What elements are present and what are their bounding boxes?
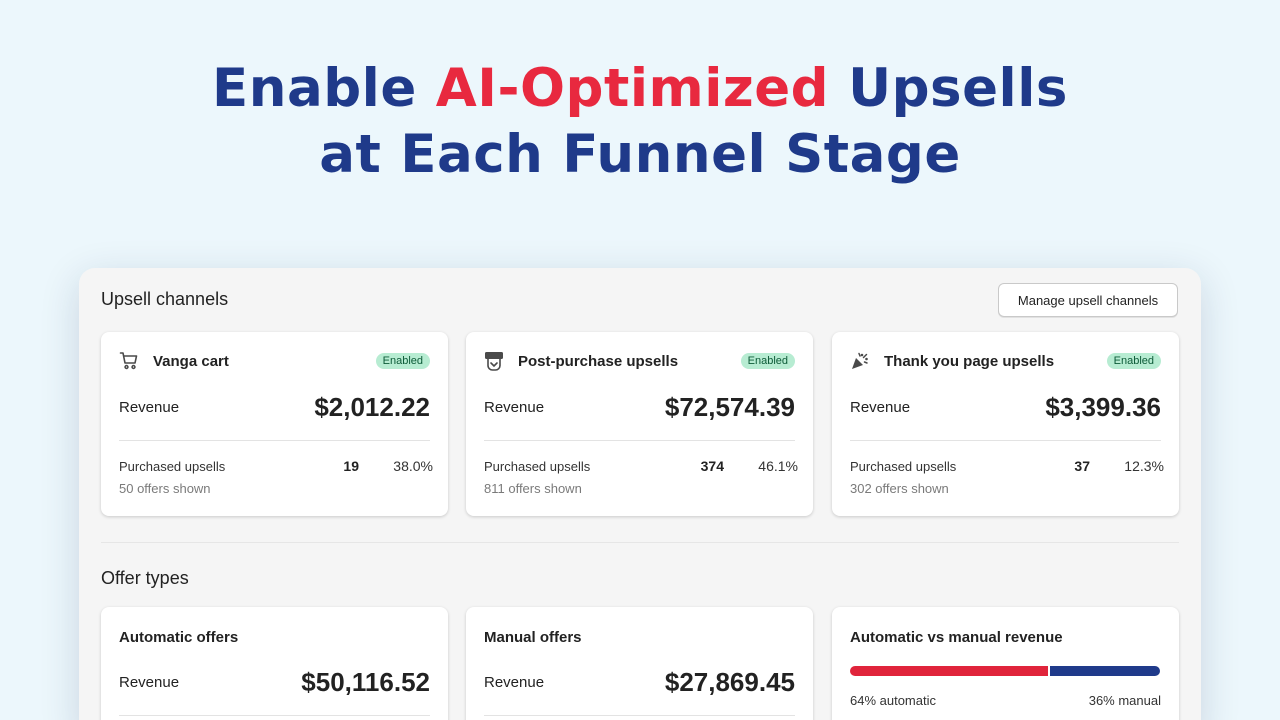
manual-revenue-segment	[1050, 666, 1160, 676]
offer-name: Automatic offers	[119, 629, 239, 646]
revenue-label: Revenue	[484, 399, 545, 416]
revenue-value: $50,116.52	[301, 667, 430, 697]
revenue-label: Revenue	[119, 674, 180, 691]
automatic-percent-label: 64% automatic	[850, 693, 936, 708]
revenue-value: $3,399.36	[1045, 392, 1161, 422]
purchased-upsells-percent: 46.1%	[758, 458, 798, 474]
hero-text-accent: AI-Optimized	[435, 58, 830, 119]
manual-percent-label: 36% manual	[1088, 693, 1161, 708]
purchased-upsells-count: 19	[343, 458, 359, 474]
revenue-value: $27,869.45	[664, 667, 795, 697]
manage-upsell-channels-button[interactable]: Manage upsell channels	[998, 283, 1178, 317]
offer-card-manual[interactable]: Manual offers Revenue $27,869.45	[466, 607, 813, 720]
revenue-label: Revenue	[850, 399, 911, 416]
offers-shown: 302 offers shown	[850, 481, 949, 496]
channel-card-post-purchase[interactable]: Post-purchase upsells Enabled Revenue $7…	[466, 332, 813, 516]
offers-shown: 50 offers shown	[119, 481, 211, 496]
hero-headline: Enable AI-Optimized Upsells at Each Funn…	[0, 56, 1280, 188]
purchased-upsells-count: 37	[1074, 458, 1090, 474]
card-divider	[484, 440, 795, 441]
purchased-upsells-count: 374	[700, 458, 724, 474]
purchased-upsells-label: Purchased upsells	[119, 459, 226, 474]
status-badge: Enabled	[1106, 353, 1161, 369]
hero-text-post: Upsells	[829, 58, 1068, 119]
status-badge: Enabled	[375, 353, 430, 369]
offer-name: Manual offers	[484, 629, 582, 646]
revenue-value: $2,012.22	[314, 392, 430, 422]
revenue-value: $72,574.39	[664, 392, 795, 422]
channel-card-thank-you-page[interactable]: Thank you page upsells Enabled Revenue $…	[832, 332, 1179, 516]
purchased-upsells-label: Purchased upsells	[484, 459, 591, 474]
channel-name: Thank you page upsells	[884, 352, 1055, 370]
card-divider	[484, 715, 795, 716]
upsell-channels-title: Upsell channels	[101, 289, 229, 309]
status-badge: Enabled	[740, 353, 795, 369]
revenue-split-bar	[850, 666, 1160, 676]
channel-name: Vanga cart	[153, 352, 229, 370]
channel-card-header: Vanga cart	[119, 351, 229, 371]
automatic-revenue-segment	[850, 666, 1049, 676]
offer-card-revenue-split: Automatic vs manual revenue 64% automati…	[832, 607, 1179, 720]
card-divider	[850, 440, 1161, 441]
offer-card-automatic[interactable]: Automatic offers Revenue $50,116.52	[101, 607, 448, 720]
channel-card-header: Thank you page upsells	[850, 351, 1054, 371]
card-divider	[119, 440, 430, 441]
hero-line-1: Enable AI-Optimized Upsells	[0, 56, 1280, 122]
channel-name: Post-purchase upsells	[518, 352, 679, 370]
split-title: Automatic vs manual revenue	[850, 629, 1063, 646]
dashboard-panel: Upsell channels Manage upsell channels V…	[79, 268, 1201, 720]
hero-line-2: at Each Funnel Stage	[319, 124, 961, 185]
offer-types-title: Offer types	[101, 568, 189, 588]
package-icon	[484, 351, 504, 371]
card-divider	[119, 715, 430, 716]
offers-shown: 811 offers shown	[484, 481, 582, 496]
revenue-label: Revenue	[484, 674, 545, 691]
purchased-upsells-label: Purchased upsells	[850, 459, 957, 474]
purchased-upsells-percent: 38.0%	[393, 458, 433, 474]
section-divider	[101, 542, 1179, 543]
cart-icon	[119, 351, 139, 371]
channel-card-vanga-cart[interactable]: Vanga cart Enabled Revenue $2,012.22 Pur…	[101, 332, 448, 516]
party-popper-icon	[850, 351, 870, 371]
channel-card-header: Post-purchase upsells	[484, 351, 678, 371]
hero-text-pre: Enable	[212, 58, 436, 119]
purchased-upsells-percent: 12.3%	[1124, 458, 1164, 474]
revenue-label: Revenue	[119, 399, 180, 416]
bar-gap	[1048, 666, 1051, 676]
